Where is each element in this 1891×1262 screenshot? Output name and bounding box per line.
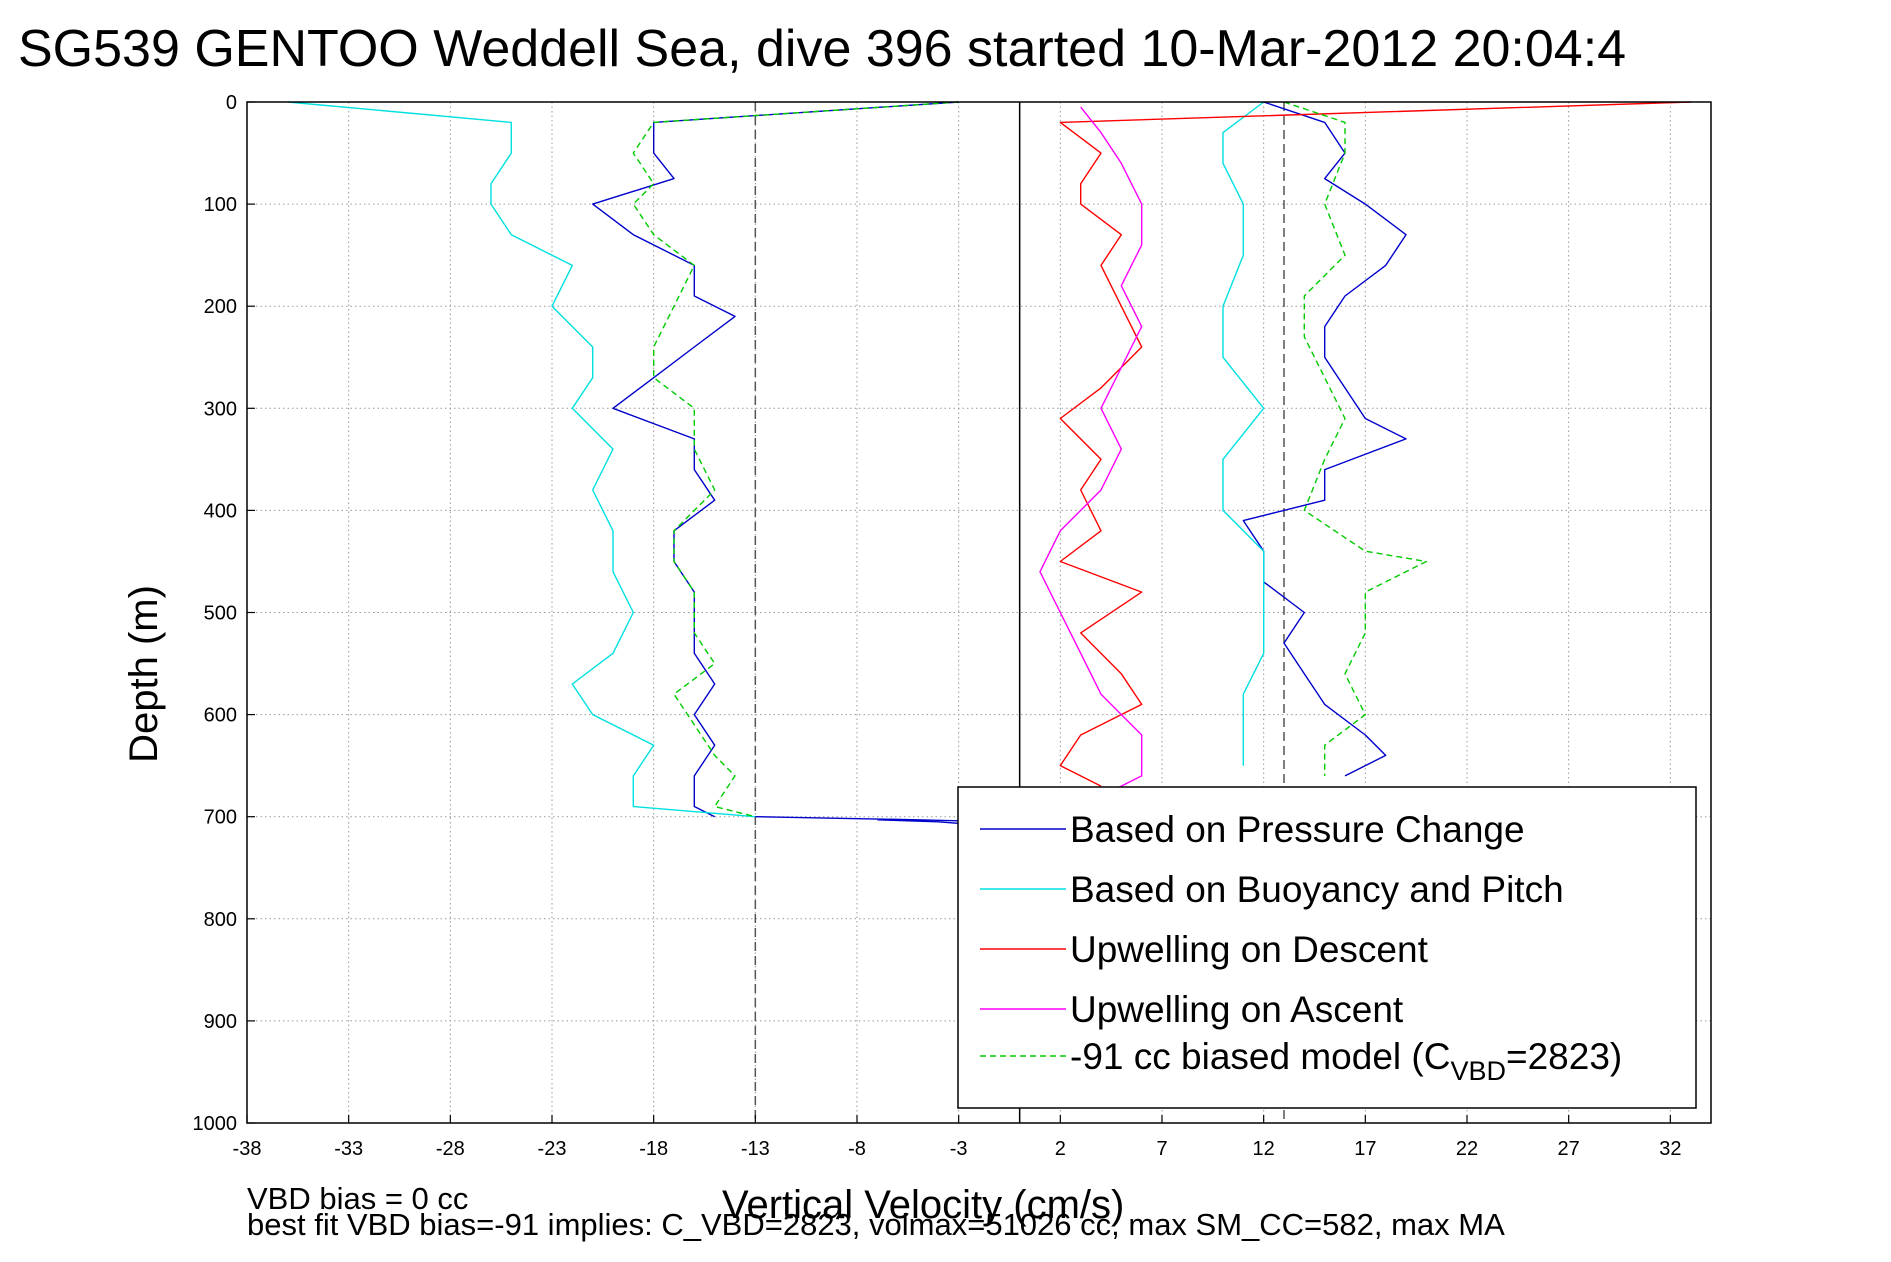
y-tick-label: 900 [204,1011,237,1033]
legend-box [957,786,1697,1109]
y-axis-label: Depth (m) [122,585,166,763]
series-line [1059,101,1691,787]
x-tick-label: 2 [1055,1138,1066,1160]
x-tick-label: 7 [1156,1138,1167,1160]
x-tick-label: -23 [538,1138,567,1160]
x-axis-label: Vertical Velocity (cm/s) [722,1183,1124,1227]
series-line [287,101,756,818]
chart-title: SG539 GENTOO Weddell Sea, dive 396 start… [18,20,1626,78]
series-line [632,101,959,818]
x-tick-label: -28 [436,1138,465,1160]
x-tick-label: -18 [639,1138,668,1160]
x-tick-label: -3 [950,1138,968,1160]
series-line [1039,106,1143,797]
y-tick-label: 500 [204,603,237,625]
legend-label: Based on Pressure Change [1070,809,1525,850]
y-tick-label: 400 [204,500,237,522]
y-tick-label: 1000 [193,1113,238,1135]
x-tick-label: -8 [848,1138,866,1160]
series-line [1242,101,1407,777]
series-group [287,101,1691,826]
y-tick-label: 600 [204,705,237,727]
legend-label: Upwelling on Descent [1070,929,1429,970]
series-line [1283,101,1428,776]
footer-line-2: best fit VBD bias=-91 implies: C_VBD=282… [247,1207,1505,1242]
y-tick-label: 0 [226,92,237,114]
y-tick-label: 100 [204,194,237,216]
x-tick-label: 12 [1253,1138,1275,1160]
legend-label: Upwelling on Ascent [1070,989,1404,1030]
y-tick-label: 700 [204,807,237,829]
series-line [1222,101,1265,766]
y-tick-label: 200 [204,296,237,318]
legend-label: Based on Buoyancy and Pitch [1070,869,1564,910]
y-tick-label: 300 [204,398,237,420]
footer-line-1: VBD bias = 0 cc [247,1181,468,1216]
x-ticks: -38 -33 -28 -23 -18 -13 -8 -3 2 7 12 17 22 27 32 [233,1115,1681,1160]
legend: Based on Pressure Change Based on Buoyanc… [957,786,1697,1109]
x-tick-label: -33 [334,1138,363,1160]
series-line [592,101,959,818]
legend-label: -91 cc biased model (CVBD=2823) [1070,1036,1622,1086]
x-tick-label: 22 [1456,1138,1478,1160]
y-tick-label: 800 [204,909,237,931]
x-tick-label: -13 [741,1138,770,1160]
x-tick-label: -38 [233,1138,262,1160]
y-ticks: 0 100 200 300 400 500 600 700 800 900 1000 [193,92,255,1135]
x-tick-label: 17 [1354,1138,1376,1160]
x-tick-label: 27 [1558,1138,1580,1160]
x-tick-label: 32 [1659,1138,1681,1160]
